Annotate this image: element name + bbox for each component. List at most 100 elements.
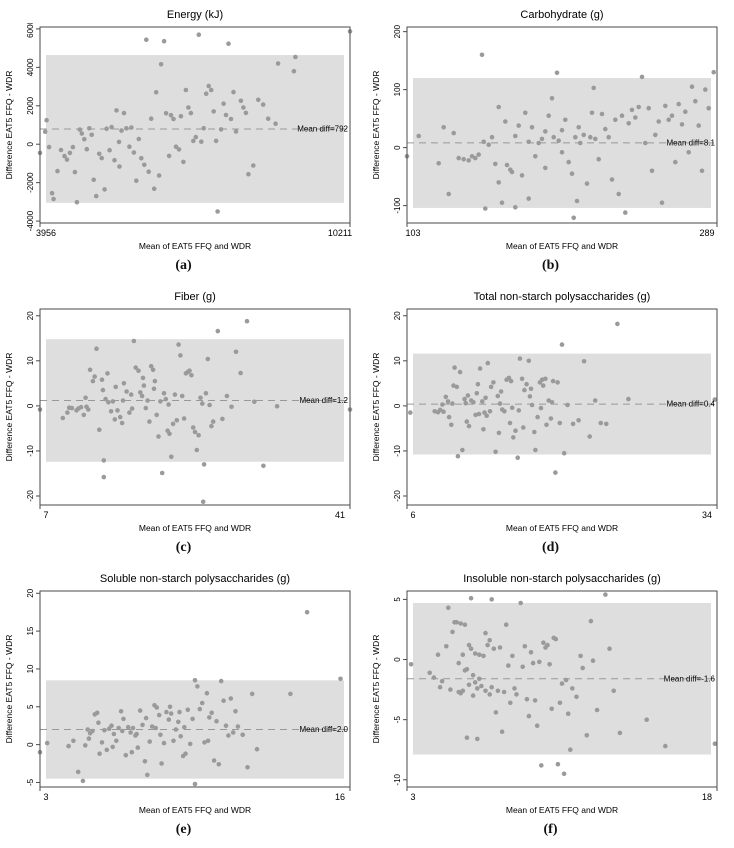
data-point — [156, 434, 161, 439]
y-tick-label: 4000 — [26, 58, 35, 76]
data-point — [142, 162, 147, 168]
data-point — [112, 157, 117, 163]
data-point — [537, 659, 542, 665]
data-point — [142, 759, 148, 764]
data-point — [519, 173, 525, 178]
data-point — [446, 605, 451, 611]
data-point — [416, 133, 421, 139]
data-point — [231, 89, 236, 95]
data-point — [110, 744, 115, 750]
data-point — [559, 127, 565, 133]
data-point — [520, 664, 525, 670]
data-point — [178, 353, 183, 358]
data-point — [164, 709, 169, 715]
data-point — [249, 691, 255, 697]
y-tick-label: 6000 — [26, 23, 35, 38]
data-point — [261, 463, 266, 469]
data-point — [66, 743, 71, 749]
y-tick-label: 0 — [393, 657, 402, 662]
data-point — [291, 68, 297, 74]
data-point — [90, 728, 95, 734]
data-point — [171, 738, 176, 744]
data-point — [576, 125, 581, 130]
x-tick-label: 3956 — [36, 228, 56, 238]
data-point — [584, 733, 590, 738]
data-point — [565, 402, 570, 408]
data-point — [526, 358, 532, 364]
data-point — [559, 681, 565, 686]
y-axis-label: Difference EAT5 FFQ - WDR — [371, 353, 381, 462]
data-point — [603, 592, 608, 597]
data-point — [102, 727, 107, 733]
data-point — [46, 144, 52, 150]
data-point — [251, 163, 256, 168]
panel-letter-a: (a) — [175, 258, 192, 273]
y-tick-label: 0 — [26, 742, 35, 747]
data-point — [584, 181, 590, 186]
data-point — [96, 151, 102, 157]
data-point — [475, 686, 480, 691]
data-point — [683, 109, 688, 114]
panel-letter-e: (e) — [175, 822, 192, 837]
data-point — [199, 139, 204, 144]
data-point — [487, 409, 493, 414]
data-point — [427, 670, 432, 676]
y-axis-label: Difference EAT5 FFQ - WDR — [371, 71, 381, 180]
data-point — [167, 704, 173, 710]
y-tick-label: 20 — [26, 588, 35, 597]
y-tick-label: -4000 — [26, 210, 35, 231]
data-point — [501, 689, 507, 695]
data-point — [141, 383, 147, 388]
data-point — [92, 374, 97, 379]
data-point — [493, 161, 498, 167]
data-point — [87, 126, 92, 131]
data-point — [158, 62, 164, 67]
data-point — [539, 763, 544, 768]
data-point — [203, 91, 209, 96]
data-point — [541, 640, 546, 645]
data-point — [408, 662, 414, 667]
data-point — [129, 406, 135, 411]
data-point — [67, 150, 73, 156]
data-point — [532, 698, 538, 703]
chart-title-b: Carbohydrate (g) — [520, 9, 604, 21]
plot-frame — [39, 308, 351, 506]
data-point — [144, 37, 149, 42]
data-point — [481, 139, 486, 145]
data-point — [528, 650, 534, 655]
data-point — [224, 393, 230, 399]
data-point — [444, 644, 449, 649]
y-tick-label: 5 — [393, 597, 402, 602]
x-tick-label: 6 — [410, 510, 415, 520]
data-point — [209, 710, 214, 716]
data-point — [140, 722, 145, 728]
data-point — [203, 391, 209, 396]
data-point — [51, 196, 56, 202]
data-point — [60, 415, 66, 421]
data-point — [508, 378, 514, 384]
data-point — [669, 113, 675, 118]
data-point — [119, 420, 125, 426]
data-point — [176, 147, 182, 152]
data-point — [446, 191, 451, 197]
data-point — [639, 74, 645, 80]
data-point — [176, 342, 181, 347]
data-point — [486, 142, 491, 147]
data-point — [471, 400, 476, 405]
data-point — [94, 710, 100, 716]
chart-title-a: Energy (kJ) — [166, 9, 224, 21]
data-point — [74, 199, 80, 205]
data-point — [513, 428, 518, 433]
data-point — [151, 386, 157, 392]
data-point — [205, 356, 211, 362]
data-point — [559, 150, 565, 155]
data-point — [338, 676, 343, 682]
x-tick-label: 10211 — [328, 228, 352, 238]
y-tick-label: 10 — [26, 356, 35, 365]
data-point — [464, 419, 470, 424]
data-point — [183, 751, 188, 756]
data-point — [206, 83, 211, 89]
data-point — [304, 609, 310, 615]
x-axis-label: Mean of EAT5 FFQ and WDR — [506, 523, 618, 533]
